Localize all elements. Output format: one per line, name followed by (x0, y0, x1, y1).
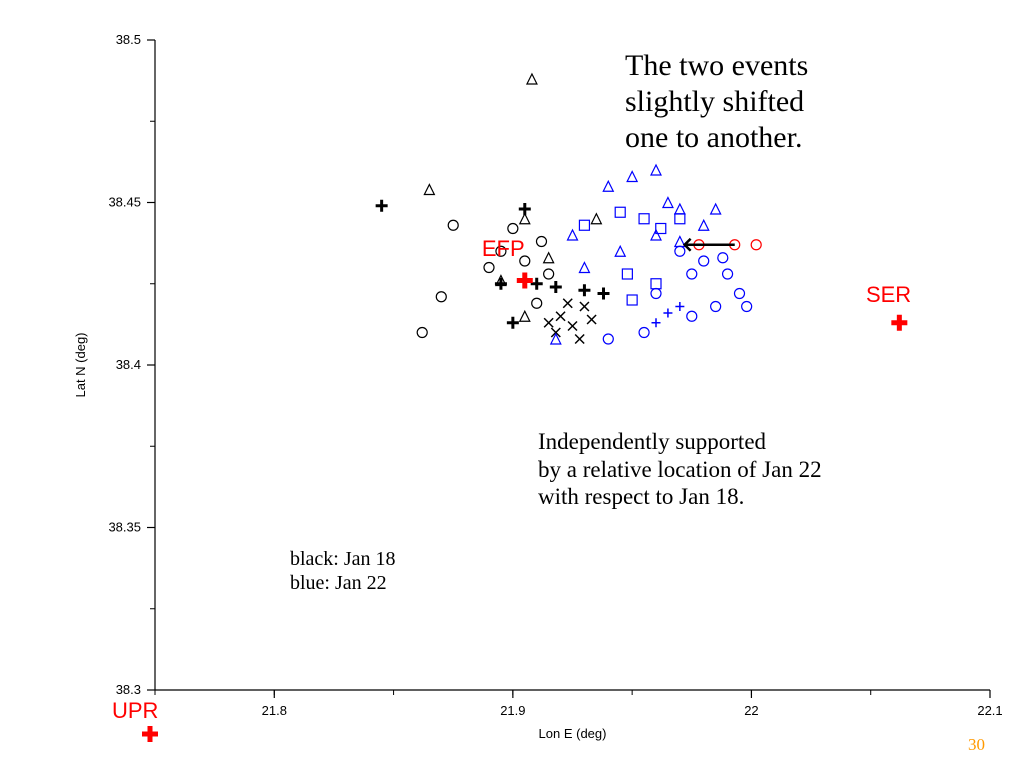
svg-text:22.1: 22.1 (977, 703, 1002, 718)
svg-text:21.8: 21.8 (262, 703, 287, 718)
svg-text:38.4: 38.4 (116, 357, 141, 372)
svg-text:38.5: 38.5 (116, 32, 141, 47)
station-label-upr: UPR (112, 698, 158, 724)
station-label-efp: EFP (482, 236, 525, 262)
svg-text:38.35: 38.35 (108, 520, 141, 535)
legend-annotation: black: Jan 18blue: Jan 22 (290, 547, 396, 595)
svg-text:38.45: 38.45 (108, 195, 141, 210)
title-annotation: The two eventsslightly shiftedone to ano… (625, 48, 808, 156)
svg-text:22: 22 (744, 703, 758, 718)
svg-text:38.3: 38.3 (116, 682, 141, 697)
page-number: 30 (968, 735, 985, 755)
svg-text:Lon E (deg): Lon E (deg) (539, 726, 607, 741)
scatter-chart: 21.8 21.9 22 22.1 38.3 38.35 38.4 38.45 38.5 Lon … (0, 0, 1024, 768)
support-annotation: Independently supportedby a relative loc… (538, 428, 822, 511)
station-label-ser: SER (866, 282, 911, 308)
svg-text:Lat N (deg): Lat N (deg) (73, 332, 88, 397)
svg-text:21.9: 21.9 (500, 703, 525, 718)
